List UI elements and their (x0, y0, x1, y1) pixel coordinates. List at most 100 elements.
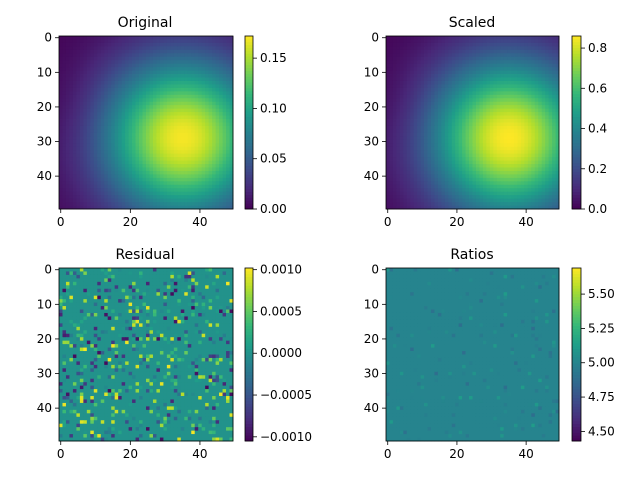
heatmap-cell (97, 136, 102, 141)
heatmap-cell (100, 202, 105, 206)
heatmap-cell (392, 77, 397, 82)
heatmap-cell (458, 42, 463, 47)
heatmap-cell (531, 143, 536, 148)
heatmap-cell (180, 39, 185, 44)
heatmap-cell (413, 125, 418, 130)
heatmap-cell (187, 105, 192, 110)
heatmap-cell (389, 77, 394, 82)
heatmap-cell (226, 170, 230, 175)
heatmap-cell (62, 167, 67, 172)
heatmap-cell (406, 101, 411, 106)
heatmap-cell (146, 56, 150, 61)
colorbar-segment (245, 47, 253, 51)
heatmap-cell (111, 53, 116, 58)
heatmap-cell (500, 170, 505, 175)
heatmap-cell (417, 91, 421, 96)
heatmap-cell (128, 202, 133, 206)
heatmap-cell (100, 115, 105, 120)
heatmap-cell (424, 146, 428, 151)
heatmap-cell (469, 80, 473, 85)
heatmap-cell (538, 91, 543, 96)
heatmap-cell (462, 105, 466, 110)
heatmap-cell (548, 74, 553, 78)
heatmap-cell (208, 105, 213, 110)
heatmap-cell (424, 87, 428, 92)
heatmap-cell (403, 157, 408, 161)
heatmap-cell (135, 91, 140, 96)
heatmap-cell (201, 153, 206, 158)
heatmap-cell (212, 139, 216, 144)
heatmap-cell (493, 164, 498, 168)
heatmap-cell (142, 129, 147, 134)
heatmap-cell (180, 56, 185, 61)
heatmap-cell (226, 184, 230, 189)
heatmap-cell (100, 132, 105, 137)
heatmap-cell (524, 98, 529, 103)
heatmap-cell (90, 160, 95, 165)
heatmap-cell (128, 191, 133, 196)
heatmap-cell (86, 46, 91, 51)
heatmap-cell (86, 49, 91, 54)
heatmap-cell (205, 143, 210, 148)
heatmap-cell (146, 202, 150, 206)
heatmap-cell (59, 174, 63, 179)
heatmap-cell (386, 63, 390, 68)
heatmap-cell (146, 177, 150, 182)
heatmap-cell (97, 53, 102, 58)
heatmap-cell (59, 167, 63, 172)
heatmap-cell (403, 80, 408, 85)
heatmap-cell (434, 153, 439, 158)
heatmap-cell (212, 198, 216, 203)
heatmap-cell (434, 174, 439, 179)
heatmap-cell (496, 115, 501, 120)
heatmap-cell (83, 49, 88, 54)
heatmap-cell (97, 153, 102, 158)
heatmap-cell (417, 150, 421, 155)
heatmap-cell (173, 74, 178, 78)
heatmap-cell (83, 36, 88, 40)
heatmap-cell (392, 80, 397, 85)
heatmap-cell (65, 94, 70, 99)
heatmap-cell (118, 125, 123, 130)
heatmap-cell (465, 112, 470, 116)
heatmap-cell (215, 191, 220, 196)
heatmap-cell (427, 198, 432, 203)
heatmap-cell (100, 139, 105, 144)
heatmap-cell (187, 160, 192, 165)
heatmap-cell (475, 87, 480, 92)
heatmap-cell (479, 46, 484, 51)
heatmap-cell (191, 56, 196, 61)
heatmap-cell (194, 84, 199, 89)
heatmap-cell (486, 74, 491, 78)
heatmap-cell (72, 112, 77, 116)
heatmap-cell (503, 167, 508, 172)
heatmap-cell (100, 146, 105, 151)
heatmap-cell (462, 67, 466, 71)
heatmap-cell (159, 191, 164, 196)
heatmap-cell (403, 56, 408, 61)
heatmap-cell (444, 39, 449, 44)
heatmap-cell (170, 91, 175, 96)
heatmap-cell (541, 74, 546, 78)
heatmap-cell (486, 157, 491, 161)
heatmap-cell (517, 139, 522, 144)
heatmap-cell (194, 108, 199, 113)
heatmap-cell (170, 74, 175, 78)
heatmap-cell (531, 84, 536, 89)
heatmap-cell (496, 36, 501, 40)
heatmap-cell (72, 101, 77, 106)
heatmap-cell (121, 167, 126, 172)
heatmap-cell (527, 150, 532, 155)
heatmap-cell (389, 87, 394, 92)
heatmap-cell (410, 153, 415, 158)
heatmap-cell (455, 63, 460, 68)
heatmap-cell (229, 164, 234, 168)
heatmap-cell (128, 136, 133, 141)
heatmap-cell (205, 202, 210, 206)
heatmap-cell (198, 132, 203, 137)
heatmap-cell (455, 143, 460, 148)
heatmap-cell (469, 167, 473, 172)
heatmap-cell (472, 119, 477, 123)
heatmap-cell (548, 184, 553, 189)
heatmap-cell (166, 49, 171, 54)
